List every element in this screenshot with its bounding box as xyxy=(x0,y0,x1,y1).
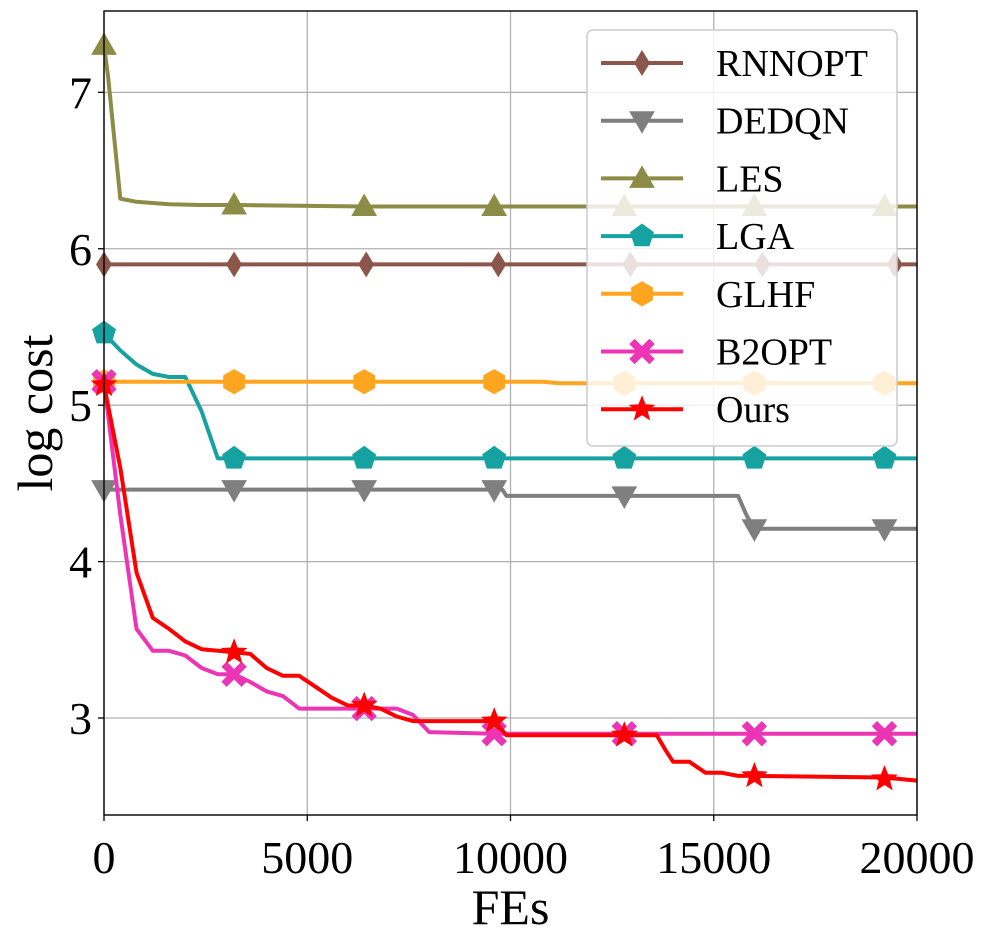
legend: RNNOPT DEDQN LES LGA GLHF B2OPT Ours xyxy=(586,29,898,447)
legend-marker xyxy=(628,395,656,421)
y-tick-label: 7 xyxy=(69,67,92,118)
data-point-ours xyxy=(480,707,508,733)
data-point-les xyxy=(481,193,508,216)
legend-marker xyxy=(629,111,655,134)
legend-marker xyxy=(630,223,654,247)
data-point-rnnopt xyxy=(226,251,243,278)
legend-label: LES xyxy=(716,158,784,200)
legend-label: Ours xyxy=(716,389,790,431)
legend-item: Ours xyxy=(601,389,790,431)
data-point-les xyxy=(221,191,247,215)
data-point-glhf xyxy=(223,369,245,395)
legend-label: DEDQN xyxy=(716,101,849,143)
data-point-dedqn xyxy=(741,519,768,542)
data-point-lga xyxy=(222,445,247,469)
legend-marker xyxy=(634,50,650,76)
data-point-ours xyxy=(741,761,768,788)
x-axis-label: FEs xyxy=(472,879,550,935)
data-point-lga xyxy=(482,445,507,469)
data-point-glhf xyxy=(483,369,506,395)
data-point-dedqn xyxy=(871,519,898,542)
y-tick-label: 3 xyxy=(69,693,92,744)
legend-item: RNNOPT xyxy=(601,43,868,85)
y-tick-label: 6 xyxy=(69,224,92,275)
data-point-ours xyxy=(350,691,378,717)
legend-item: DEDQN xyxy=(601,101,849,143)
data-point-ours xyxy=(610,721,638,747)
legend-marker xyxy=(629,338,655,365)
x-tick-label: 0 xyxy=(93,832,116,883)
ticks: 0 5000 10000 15000 20000 3 4 5 6 7 xyxy=(69,67,975,883)
data-point-lga xyxy=(612,445,637,469)
y-tick-label: 5 xyxy=(69,380,92,431)
data-point-lga xyxy=(352,445,377,469)
legend-marker xyxy=(629,165,655,188)
data-point-b2opt xyxy=(741,720,768,747)
data-point-lga xyxy=(742,445,767,469)
data-point-dedqn xyxy=(481,480,508,503)
data-point-ours xyxy=(220,638,248,664)
data-point-dedqn xyxy=(351,480,378,503)
legend-item: LGA xyxy=(601,216,795,258)
x-tick-label: 5000 xyxy=(261,832,353,883)
legend-marker xyxy=(631,281,653,307)
data-point-b2opt xyxy=(221,661,247,687)
data-point-rnnopt xyxy=(358,251,375,278)
data-point-glhf xyxy=(353,369,376,395)
legend-label: B2OPT xyxy=(716,332,832,374)
data-point-dedqn xyxy=(611,486,638,509)
legend-label: LGA xyxy=(716,216,795,258)
y-axis-label: log cost xyxy=(7,334,63,491)
x-tick-label: 15000 xyxy=(656,832,771,883)
data-point-rnnopt xyxy=(490,251,507,278)
data-point-b2opt xyxy=(871,720,898,747)
legend-item: GLHF xyxy=(601,274,815,316)
x-tick-label: 10000 xyxy=(453,832,568,883)
series-dedqn xyxy=(91,480,917,542)
y-tick-label: 4 xyxy=(69,537,92,588)
legend-item: B2OPT xyxy=(601,332,832,374)
legend-label: RNNOPT xyxy=(716,43,868,85)
data-point-les xyxy=(351,193,378,216)
data-point-dedqn xyxy=(221,480,247,503)
series-line-ours xyxy=(102,384,918,783)
data-point-ours xyxy=(871,765,898,791)
series-line-lga xyxy=(102,331,917,461)
legend-label: GLHF xyxy=(716,274,815,316)
x-tick-label: 20000 xyxy=(860,832,975,883)
legend-item: LES xyxy=(601,158,784,200)
data-point-lga xyxy=(872,445,897,469)
series-line-b2opt xyxy=(102,381,917,736)
legend-frame xyxy=(586,29,898,447)
